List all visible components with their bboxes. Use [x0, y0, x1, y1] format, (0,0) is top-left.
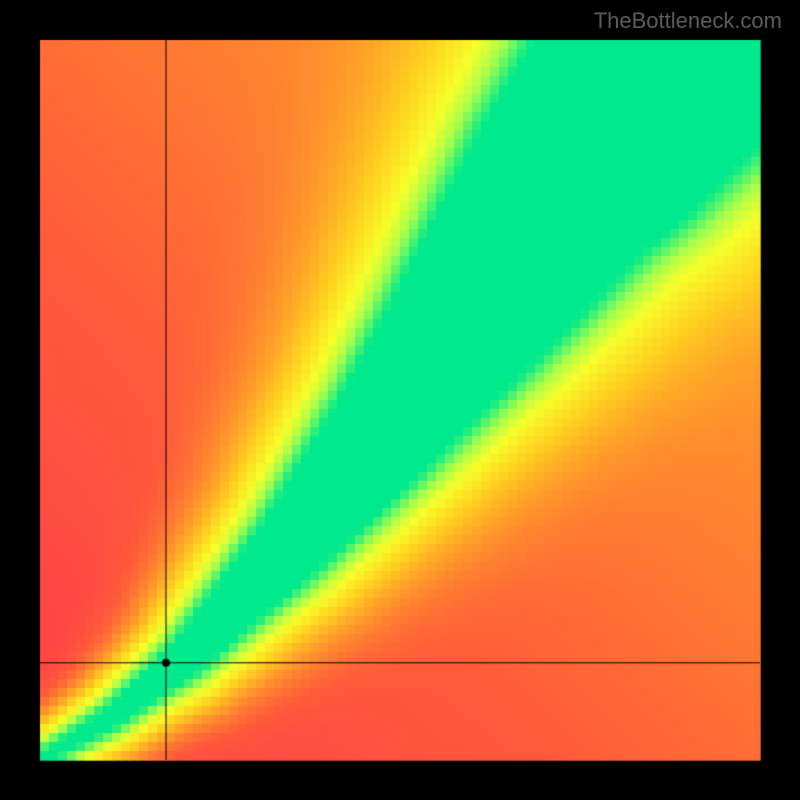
watermark-text: TheBottleneck.com — [594, 8, 782, 34]
bottleneck-heatmap — [0, 0, 800, 800]
chart-container: TheBottleneck.com — [0, 0, 800, 800]
